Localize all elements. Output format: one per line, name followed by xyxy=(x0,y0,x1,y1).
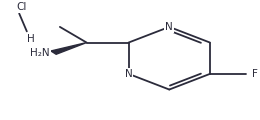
Text: H₂N: H₂N xyxy=(30,48,50,58)
Text: F: F xyxy=(252,69,258,79)
Polygon shape xyxy=(51,43,87,54)
Text: Cl: Cl xyxy=(17,2,27,12)
Text: N: N xyxy=(165,22,173,32)
Text: H: H xyxy=(27,34,35,44)
Text: N: N xyxy=(125,69,132,79)
